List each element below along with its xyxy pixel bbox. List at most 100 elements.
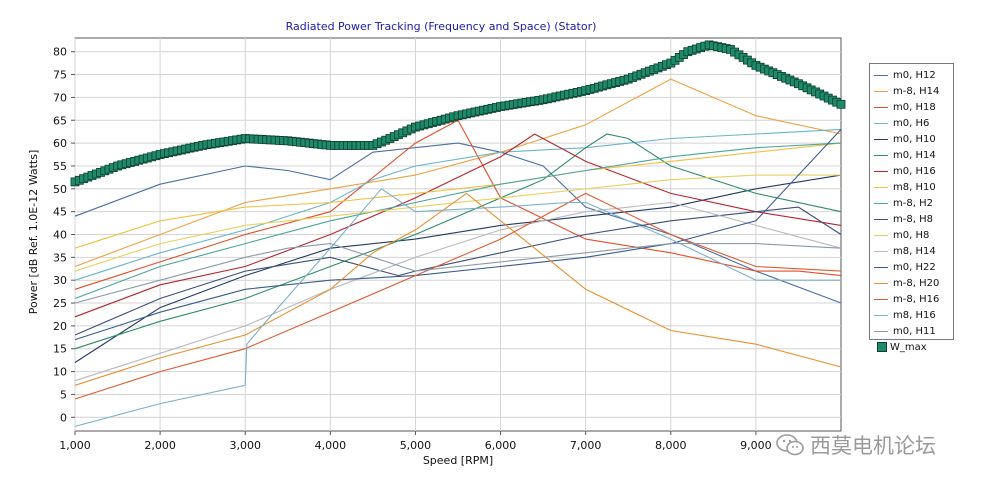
legend-swatch: [874, 90, 888, 92]
y-tick-label: 40: [53, 229, 67, 242]
legend-marker: [877, 342, 887, 352]
legend-swatch: [874, 330, 888, 332]
legend-item: m-8, H20: [874, 275, 949, 291]
y-tick-label: 30: [53, 274, 67, 287]
legend-label: m-8, H14: [893, 85, 940, 97]
x-tick-label: 5,000: [400, 439, 432, 452]
series-line-m-8-h8: [74, 206, 842, 336]
legend-label: m0, H11: [893, 325, 936, 337]
legend-item: m-8, H14: [874, 83, 949, 99]
series-group: [74, 78, 842, 427]
series-line-m0-h11: [74, 243, 842, 304]
y-tick-label: 0: [60, 411, 67, 424]
series-line-m-8-h16: [74, 192, 842, 400]
legend-item: m0, H22: [874, 259, 949, 275]
y-tick-label: 35: [53, 251, 67, 264]
legend-swatch: [874, 202, 888, 204]
x-tick-label: 7,000: [570, 439, 602, 452]
y-tick-label: 75: [53, 69, 67, 82]
legend-item: m0, H8: [874, 227, 949, 243]
watermark-text: 西莫电机论坛: [810, 434, 936, 458]
legend-item: m0, H18: [874, 99, 949, 115]
legend-item: m8, H14: [874, 243, 949, 259]
legend-swatch: [874, 282, 888, 284]
legend-swatch: [874, 138, 888, 140]
series-line-m8-h14: [74, 201, 842, 382]
y-tick-label: 25: [53, 297, 67, 310]
y-tick-label: 15: [53, 343, 67, 356]
series-line-m0-h14: [74, 133, 842, 350]
x-tick-label: 1,000: [59, 439, 91, 452]
y-tick-label: 20: [53, 320, 67, 333]
y-tick-label: 55: [53, 160, 67, 173]
y-tick-label: 10: [53, 366, 67, 379]
legend-swatch: [874, 74, 888, 76]
y-tick-label: 60: [53, 137, 67, 150]
series-line-m-8-h14: [74, 78, 842, 268]
x-axis-ticks: 1,000 2,000 3,000 4,000 5,000 6,000 7,000 8,000…: [59, 431, 772, 452]
legend-label: m0, H22: [893, 261, 936, 273]
legend-swatch: [874, 314, 888, 316]
legend-item: m0, H10: [874, 131, 949, 147]
y-tick-label: 70: [53, 91, 67, 104]
legend-label: m-8, H2: [893, 197, 933, 209]
legend-label: m8, H14: [893, 245, 936, 257]
watermark: 西莫电机论坛: [776, 430, 936, 460]
x-tick-label: 2,000: [144, 439, 176, 452]
legend-swatch: [874, 266, 888, 268]
x-tick-label: 6,000: [485, 439, 517, 452]
grid: [74, 38, 841, 431]
legend-label: m0, H6: [893, 117, 930, 129]
legend-label: m-8, H16: [893, 293, 940, 305]
legend-label: W_max: [890, 341, 927, 353]
legend-label: m-8, H8: [893, 213, 933, 225]
series-line-m0-h22: [74, 129, 842, 341]
x-axis-label: Speed [RPM]: [423, 454, 493, 467]
legend-label: m0, H18: [893, 101, 936, 113]
chart-title: Radiated Power Tracking (Frequency and S…: [286, 20, 597, 33]
series-line-m8-h16: [74, 188, 841, 427]
x-tick-label: 4,000: [315, 439, 347, 452]
legend-swatch: [874, 298, 888, 300]
legend-item: m-8, H2: [874, 195, 949, 211]
series-line-m0-h6: [74, 128, 842, 281]
x-tick-label: 9,000: [740, 439, 772, 452]
legend-item: W_max: [874, 339, 949, 355]
legend-swatch: [874, 218, 888, 220]
series-line-m8-h10: [74, 142, 842, 249]
legend-label: m0, H14: [893, 149, 936, 161]
legend-label: m0, H10: [893, 133, 936, 145]
legend-label: m8, H16: [893, 309, 936, 321]
legend-item: m0, H11: [874, 323, 949, 339]
x-tick-label: 3,000: [229, 439, 261, 452]
legend-swatch: [874, 186, 888, 188]
legend-swatch: [874, 122, 888, 124]
y-tick-label: 65: [53, 114, 67, 127]
y-tick-label: 5: [60, 388, 67, 401]
series-line-m0-h8: [74, 174, 841, 272]
series-line-m0-h18: [74, 119, 842, 290]
legend-swatch: [874, 170, 888, 172]
w-max-series: [70, 40, 846, 187]
legend-swatch: [874, 250, 888, 252]
legend: m0, H12 m-8, H14 m0, H18 m0, H6 m0, H10 m0, H…: [869, 63, 954, 353]
w-max-marker: [836, 99, 846, 109]
legend-item: m-8, H8: [874, 211, 949, 227]
y-tick-label: 80: [53, 46, 67, 59]
y-tick-label: 50: [53, 183, 67, 196]
legend-item: m0, H14: [874, 147, 949, 163]
series-line-m0-h16: [74, 133, 842, 318]
legend-swatch: [874, 234, 888, 236]
wechat-icon: [776, 434, 804, 456]
legend-label: m0, H16: [893, 165, 936, 177]
legend-item: m8, H10: [874, 179, 949, 195]
y-axis-label: Power [dB Ref. 1.0E-12 Watts]: [27, 150, 40, 315]
legend-label: m0, H12: [893, 69, 936, 81]
legend-label: m-8, H20: [893, 277, 940, 289]
y-axis-ticks: 0 5 10 15 20 25 30 35 40 45 50 55 60 65 70 75 80: [53, 46, 75, 424]
legend-item: m-8, H16: [874, 291, 949, 307]
y-tick-label: 45: [53, 206, 67, 219]
legend-swatch: [874, 154, 888, 156]
legend-item: m0, H16: [874, 163, 949, 179]
